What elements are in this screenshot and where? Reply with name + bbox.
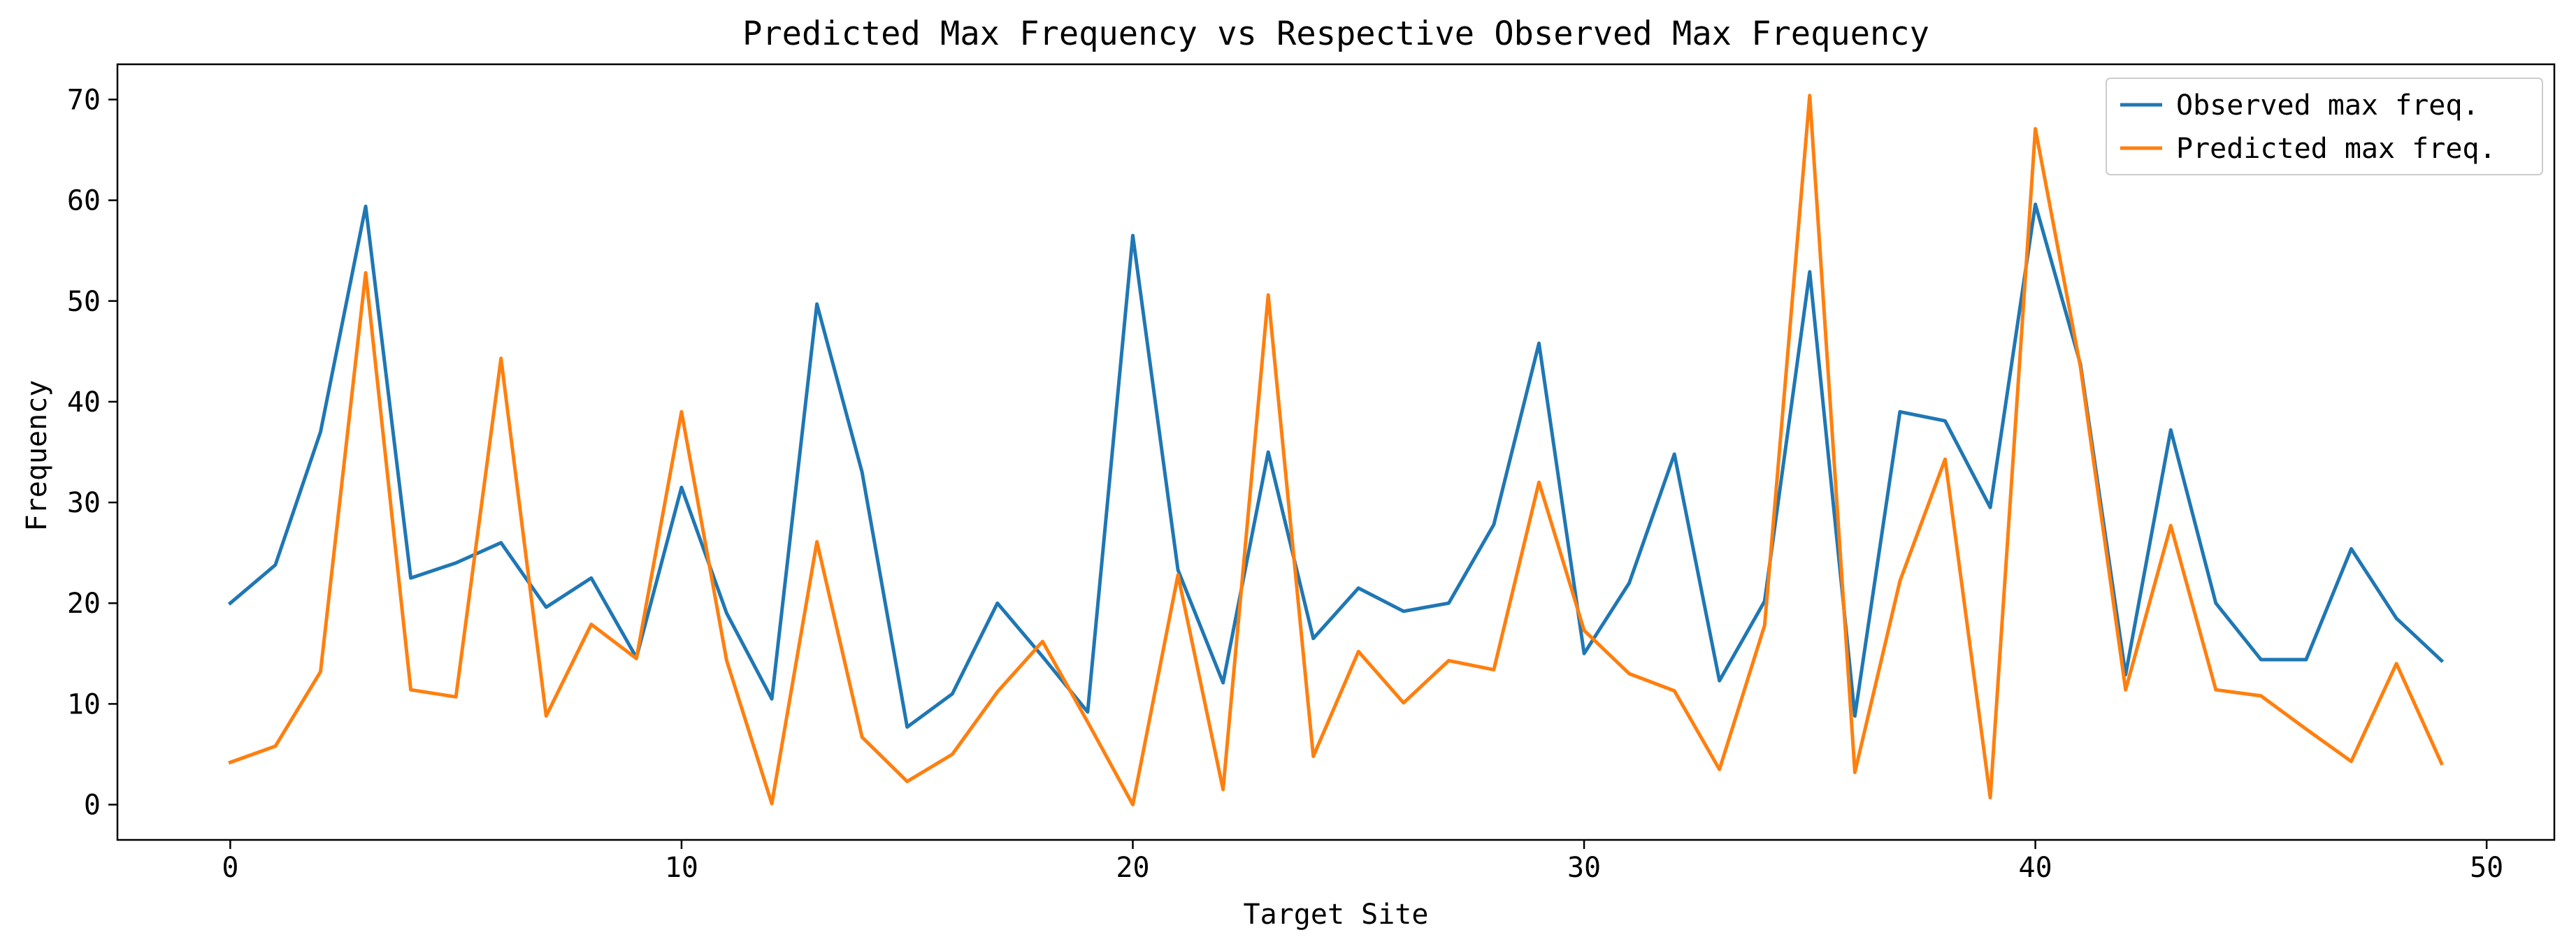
legend-box [2106, 78, 2543, 175]
x-tick-label-40: 40 [2019, 852, 2052, 884]
series-line-observed [227, 202, 2445, 729]
y-tick-label-50: 50 [67, 286, 101, 318]
series-line-predicted [228, 94, 2444, 806]
y-tick-label-40: 40 [67, 386, 101, 419]
chart-title: Predicted Max Frequency vs Respective Ob… [742, 15, 1929, 53]
y-tick-label-0: 0 [84, 790, 101, 822]
y-tick-label-10: 10 [67, 688, 101, 720]
plot-area: 0 10 20 30 40 50 0 10 20 30 40 50 60 70 Observed max f… [67, 63, 2556, 884]
x-tick-label-10: 10 [665, 852, 698, 884]
x-tick-label-50: 50 [2470, 852, 2503, 884]
y-tick-label-70: 70 [67, 84, 101, 116]
x-tick-label-20: 20 [1116, 852, 1149, 884]
y-tick-label-30: 30 [67, 487, 101, 519]
y-tick-label-60: 60 [67, 185, 101, 217]
plot-frame [116, 63, 2556, 841]
x-axis-label: Target Site [1244, 899, 1429, 931]
legend-label-predicted: Predicted max freq. [2176, 133, 2496, 165]
x-tick-label-0: 0 [222, 852, 238, 884]
x-tick-label-30: 30 [1567, 852, 1601, 884]
legend-label-observed: Observed max freq. [2176, 89, 2479, 122]
y-axis-label: Frequency [21, 380, 53, 532]
y-tick-label-20: 20 [67, 588, 101, 620]
